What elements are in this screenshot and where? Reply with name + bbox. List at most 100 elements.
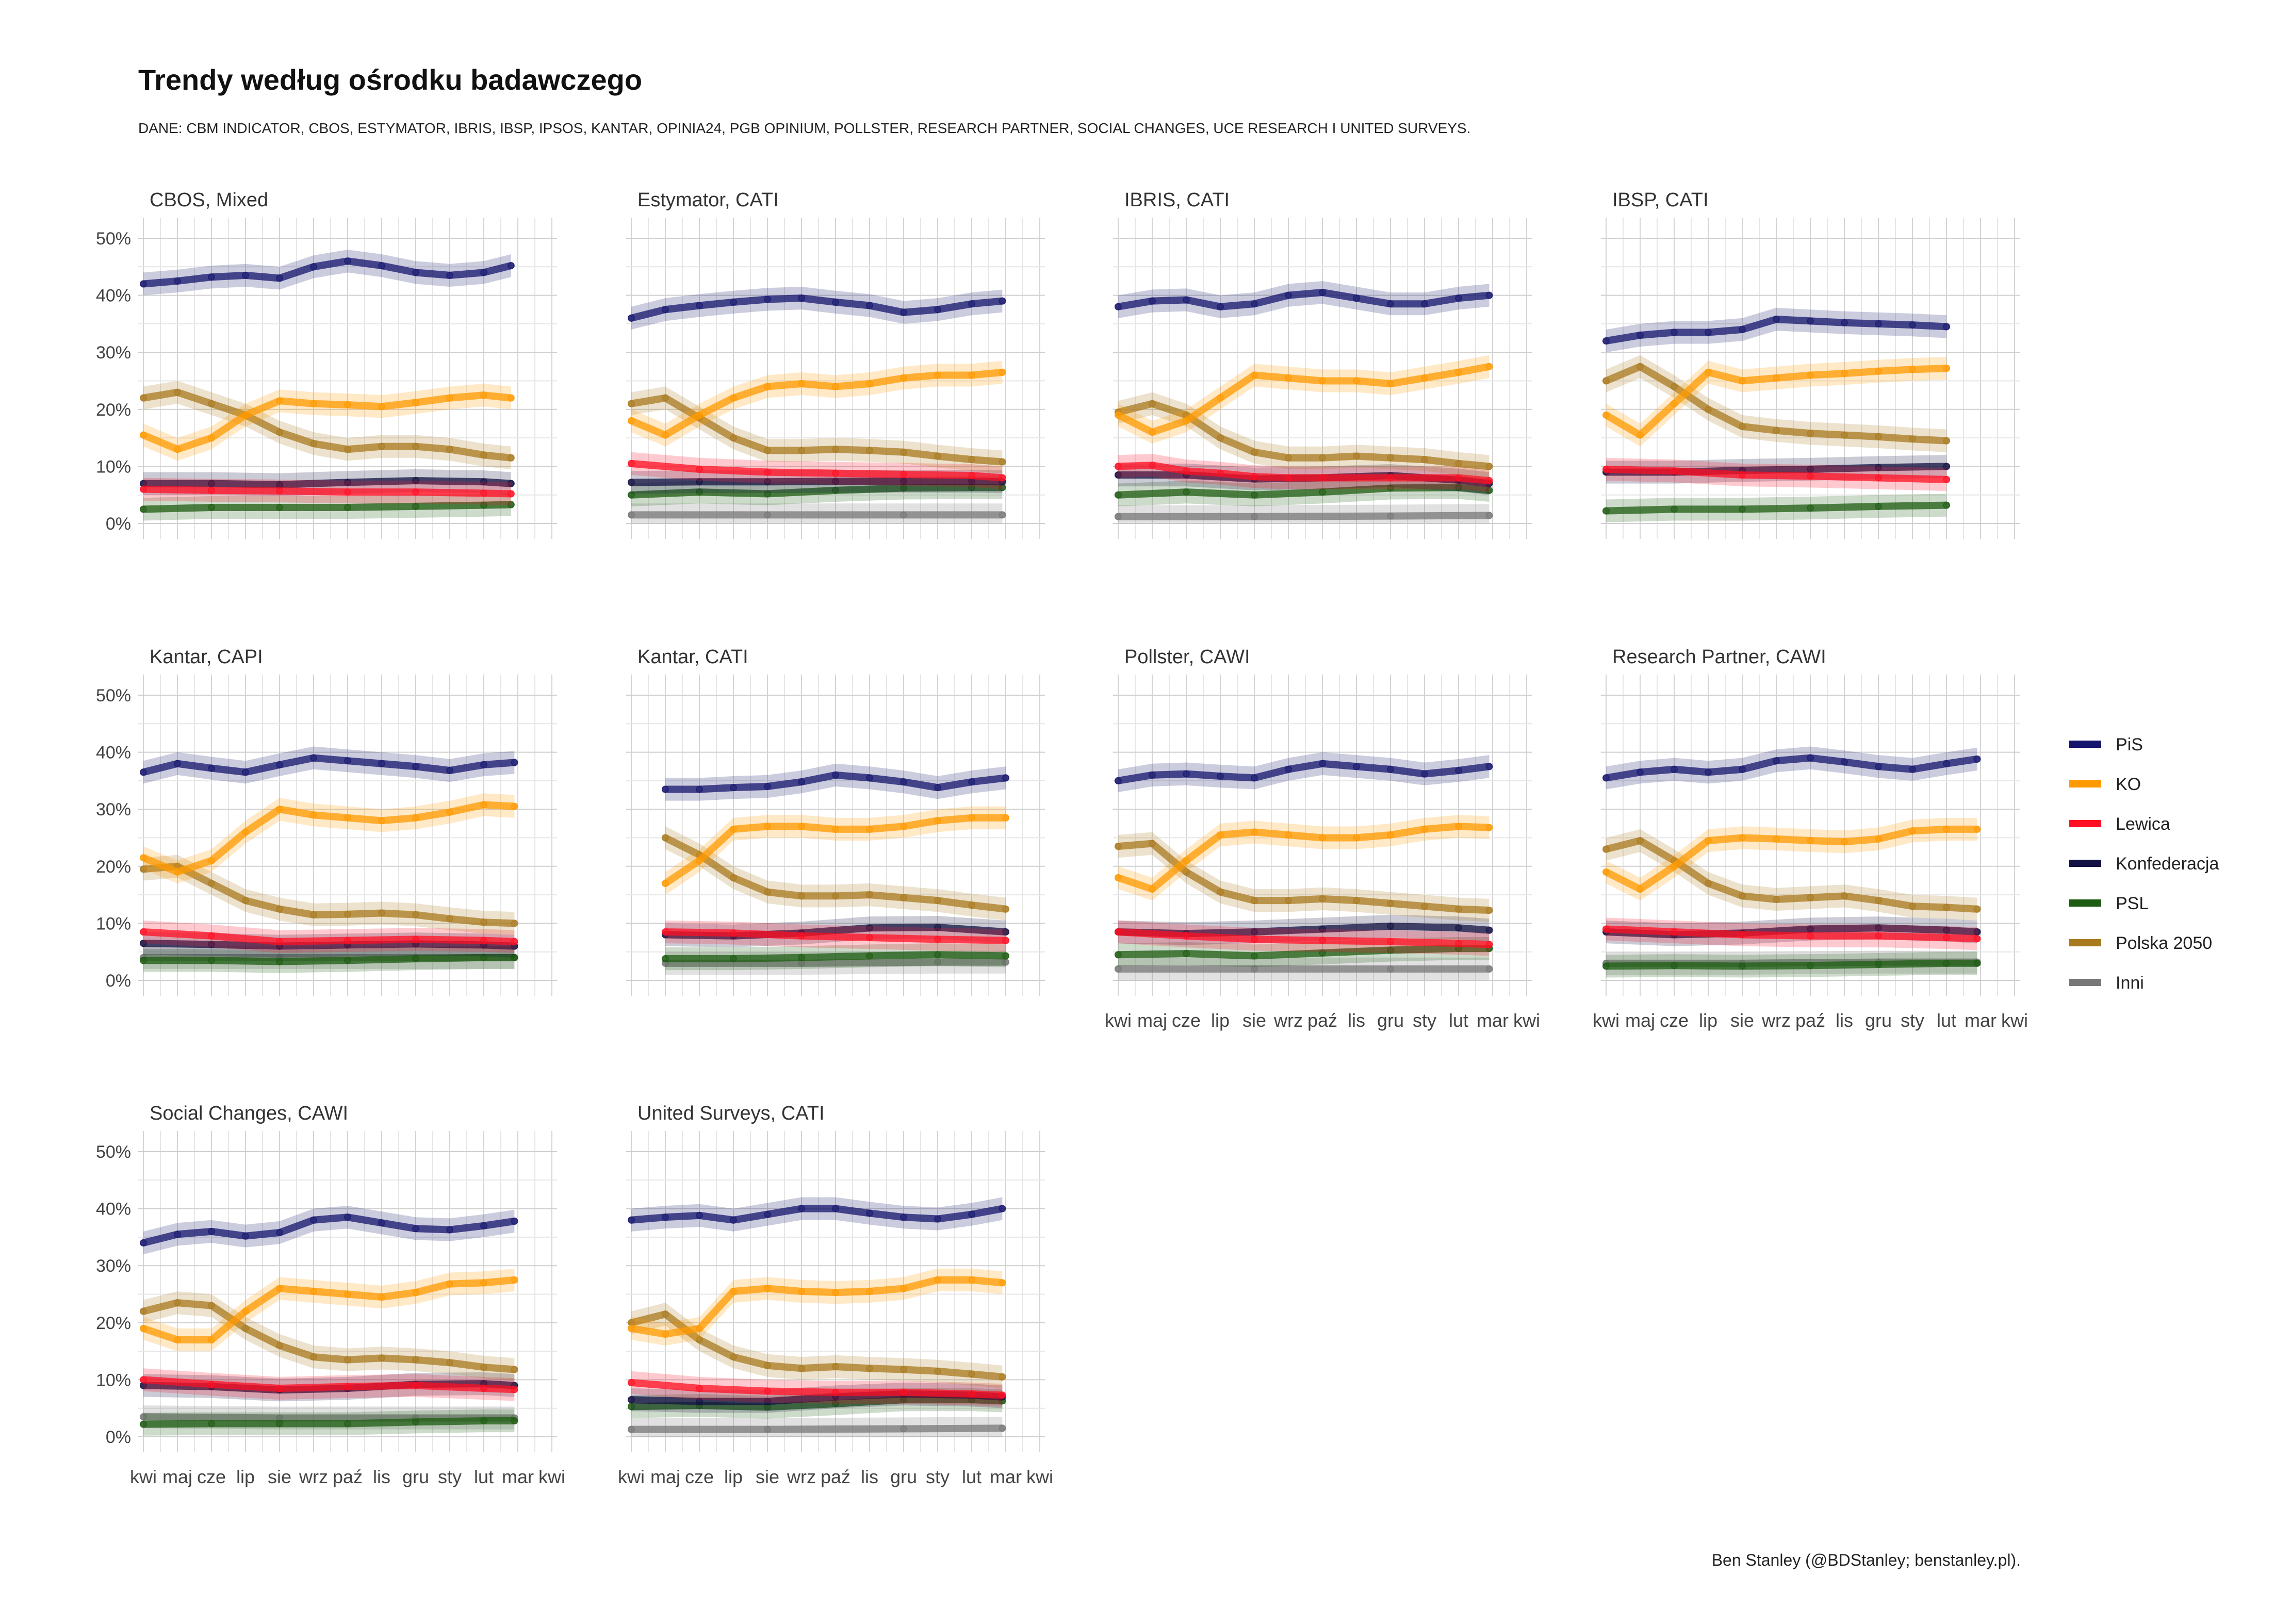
data-point xyxy=(628,1403,635,1410)
data-point xyxy=(208,273,215,281)
data-point xyxy=(730,1216,737,1224)
data-point xyxy=(1115,874,1122,881)
x-tick-label: cze xyxy=(197,1466,226,1487)
x-tick-label: gru xyxy=(1865,1010,1892,1031)
data-point xyxy=(174,760,181,767)
data-point xyxy=(344,1213,351,1221)
series-psl xyxy=(1602,952,1981,978)
series-lewica xyxy=(140,920,518,953)
data-point xyxy=(276,1229,283,1237)
data-point xyxy=(480,1364,487,1371)
data-point xyxy=(628,1216,635,1224)
x-tick-label: gru xyxy=(402,1466,429,1487)
series-polska-2050 xyxy=(662,826,1009,921)
data-point xyxy=(140,280,147,288)
data-point xyxy=(832,486,839,494)
data-point xyxy=(1637,332,1644,339)
data-point xyxy=(310,811,317,819)
data-point xyxy=(1353,897,1360,905)
data-point xyxy=(764,888,771,896)
data-point xyxy=(276,429,283,436)
data-point xyxy=(1387,380,1394,388)
data-point xyxy=(798,778,805,786)
data-point xyxy=(1251,928,1258,936)
data-point xyxy=(511,759,518,766)
data-point xyxy=(480,918,487,926)
data-point xyxy=(174,1299,181,1307)
data-point xyxy=(412,1356,419,1364)
data-point xyxy=(1251,513,1258,520)
y-tick-label: 20% xyxy=(96,857,131,877)
data-point xyxy=(1671,400,1678,407)
data-point xyxy=(1943,904,1950,911)
series-line xyxy=(140,862,518,927)
data-point xyxy=(1149,400,1156,407)
data-point xyxy=(900,1213,907,1221)
data-point xyxy=(1807,317,1814,325)
data-point xyxy=(968,901,975,909)
y-tick-label: 30% xyxy=(96,1256,131,1276)
data-point xyxy=(412,911,419,918)
data-point xyxy=(310,1287,317,1295)
data-point xyxy=(310,440,317,448)
data-point xyxy=(999,1373,1006,1381)
data-point xyxy=(999,1391,1006,1399)
data-point xyxy=(412,442,419,450)
series-polska-2050 xyxy=(1602,829,1981,921)
panel-social-changes-cawi: Social Changes, CAWI 0% 10% 20% 30% 40% 50% kwi… xyxy=(96,1103,565,1487)
data-point xyxy=(507,454,515,462)
data-point xyxy=(730,1287,737,1295)
data-point xyxy=(1387,922,1394,930)
data-point xyxy=(1807,472,1814,480)
data-point xyxy=(1773,374,1780,382)
data-point xyxy=(446,808,453,816)
data-point xyxy=(140,940,147,947)
data-point xyxy=(934,371,941,379)
data-point xyxy=(480,761,487,768)
chart-title: Trendy według ośrodku badawczego xyxy=(138,63,642,96)
data-point xyxy=(140,431,147,439)
data-point xyxy=(866,302,873,309)
data-point xyxy=(511,920,518,927)
data-point xyxy=(511,954,518,961)
series-band xyxy=(1118,752,1490,793)
data-point xyxy=(1002,774,1009,782)
data-point xyxy=(1319,289,1326,297)
data-point xyxy=(480,954,487,961)
data-point xyxy=(1353,377,1360,385)
data-point xyxy=(866,1209,873,1217)
x-tick-label: paź xyxy=(1795,1010,1825,1031)
data-point xyxy=(511,1217,518,1225)
data-point xyxy=(764,296,771,303)
data-point xyxy=(1739,377,1746,385)
data-point xyxy=(1705,768,1712,776)
series-band xyxy=(1606,307,1946,353)
data-point xyxy=(696,411,703,419)
series-lewica xyxy=(662,920,1009,952)
data-point xyxy=(1705,837,1712,845)
data-point xyxy=(1705,879,1712,887)
x-tick-label: sie xyxy=(1730,1010,1754,1031)
series-ko xyxy=(140,1268,518,1352)
data-point xyxy=(208,932,215,940)
data-point xyxy=(1455,460,1462,467)
y-tick-label: 20% xyxy=(96,1314,131,1333)
series-line xyxy=(1602,501,1950,515)
series-psl xyxy=(140,493,515,521)
x-tick-label: maj xyxy=(1137,1010,1167,1031)
data-point xyxy=(1773,895,1780,903)
series-line xyxy=(140,1213,518,1246)
data-point xyxy=(140,485,147,493)
data-point xyxy=(378,403,385,411)
data-point xyxy=(480,391,487,399)
data-point xyxy=(480,451,487,459)
data-point xyxy=(999,1424,1006,1432)
x-tick-label: lis xyxy=(1348,1010,1365,1031)
data-point xyxy=(412,936,419,943)
series-pis xyxy=(140,1206,518,1255)
data-point xyxy=(378,442,385,450)
x-tick-label: wrz xyxy=(787,1466,816,1487)
series-line xyxy=(662,958,1009,967)
